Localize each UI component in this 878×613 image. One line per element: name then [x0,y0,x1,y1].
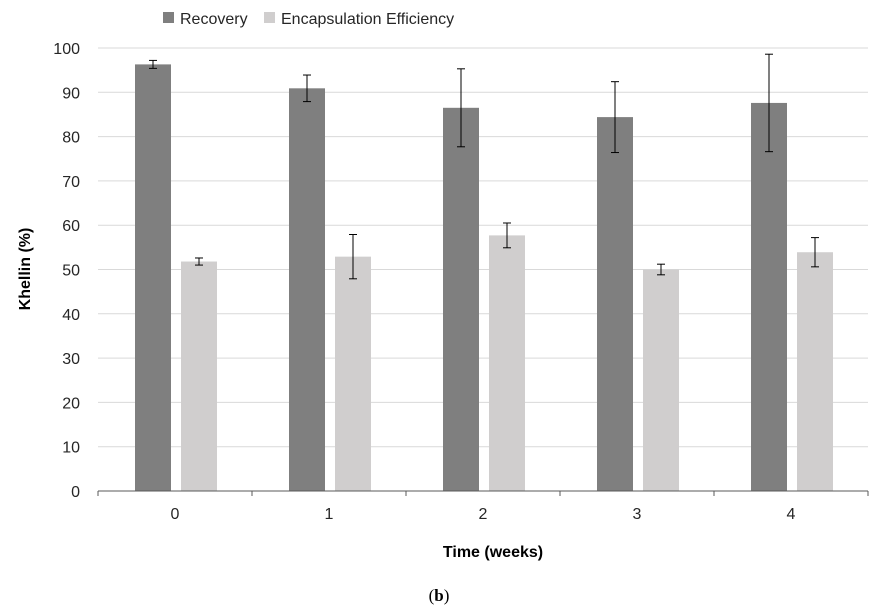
axes [97,490,869,496]
x-tick-label: 1 [325,506,334,523]
caption-open-paren: ( [429,586,435,605]
x-tick-labels: 0 1 2 3 4 [171,506,796,523]
bar [335,256,371,491]
x-tick-label: 4 [787,506,796,523]
legend-label: Recovery [180,11,248,28]
figure-caption: (b) [429,586,450,605]
y-tick-label: 0 [71,484,80,501]
y-tick-labels: 0 10 20 30 40 50 60 70 80 90 100 [53,41,80,501]
caption-letter: b [434,586,443,605]
bar [643,269,679,491]
bar [751,102,787,491]
bar [797,252,833,491]
y-tick-label: 70 [62,174,80,191]
legend: Recovery Encapsulation Efficiency [163,11,454,28]
y-tick-label: 30 [62,351,80,368]
legend-swatch [163,12,174,23]
y-tick-label: 10 [62,440,80,457]
bar [597,117,633,491]
x-tick-label: 0 [171,506,180,523]
x-tick-label: 2 [479,506,488,523]
bars [135,64,833,492]
y-tick-label: 50 [62,263,80,280]
x-axis-label: Time (weeks) [443,544,543,561]
caption-close-paren: ) [444,586,450,605]
y-axis-label: Khellin (%) [17,228,34,311]
error-bars [149,53,819,280]
bar [489,235,525,491]
legend-label: Encapsulation Efficiency [281,11,454,28]
y-tick-label: 20 [62,395,80,412]
bar [289,88,325,492]
y-tick-label: 90 [62,85,80,102]
y-tick-label: 40 [62,307,80,324]
legend-swatch [264,12,275,23]
bar [135,64,171,492]
y-tick-label: 100 [53,41,80,58]
gridlines [98,47,868,448]
bar [181,261,217,491]
bar [443,107,479,492]
y-tick-label: 60 [62,218,80,235]
x-tick-label: 3 [633,506,642,523]
y-tick-label: 80 [62,130,80,147]
